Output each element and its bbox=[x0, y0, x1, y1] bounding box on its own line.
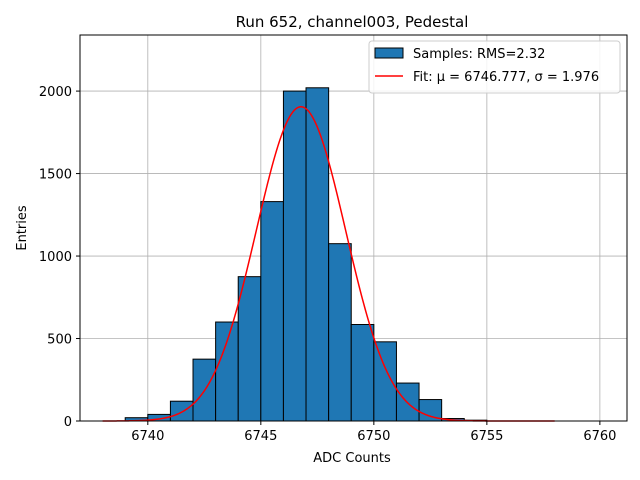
x-tick-label-3: 6755 bbox=[470, 429, 503, 444]
histogram-bar-11 bbox=[373, 341, 397, 422]
histogram-bar-2 bbox=[169, 400, 194, 422]
y-tick-label-3: 1500 bbox=[39, 168, 72, 183]
histogram-bar-7 bbox=[282, 90, 307, 422]
histogram-bar-8 bbox=[305, 87, 330, 422]
y-tick-label-0: 0 bbox=[64, 415, 72, 430]
y-axis-label: Entries bbox=[15, 205, 30, 251]
x-tick-label-4: 6760 bbox=[583, 429, 616, 444]
legend-label-samples: Samples: RMS=2.32 bbox=[413, 47, 545, 62]
histogram-bar-4 bbox=[215, 321, 239, 422]
x-tick-label-1: 6745 bbox=[244, 429, 277, 444]
histogram-bars bbox=[124, 87, 488, 422]
legend-bar-swatch bbox=[374, 47, 404, 59]
legend-box bbox=[368, 40, 621, 94]
legend-label-fit: Fit: μ = 6746.777, σ = 1.976 bbox=[413, 70, 599, 85]
histogram-bar-6 bbox=[260, 201, 284, 422]
chart-title: Run 652, channel003, Pedestal bbox=[236, 13, 469, 31]
histogram-bar-10 bbox=[350, 324, 375, 422]
legend: Samples: RMS=2.32 Fit: μ = 6746.777, σ =… bbox=[368, 40, 621, 94]
y-tick-label-1: 500 bbox=[47, 333, 72, 348]
x-axis-ticks: 6740 6745 6750 6755 6760 bbox=[131, 421, 616, 444]
y-axis-ticks: 0 500 1000 1500 2000 bbox=[39, 85, 80, 430]
plot-area-frame bbox=[79, 34, 628, 422]
histogram-bar-9 bbox=[328, 243, 352, 422]
x-tick-label-2: 6750 bbox=[357, 429, 390, 444]
y-tick-label-4: 2000 bbox=[39, 85, 72, 100]
x-tick-label-0: 6740 bbox=[131, 429, 164, 444]
y-tick-label-2: 1000 bbox=[39, 250, 72, 265]
histogram-bar-5 bbox=[237, 276, 262, 422]
x-axis-label: ADC Counts bbox=[313, 451, 391, 466]
